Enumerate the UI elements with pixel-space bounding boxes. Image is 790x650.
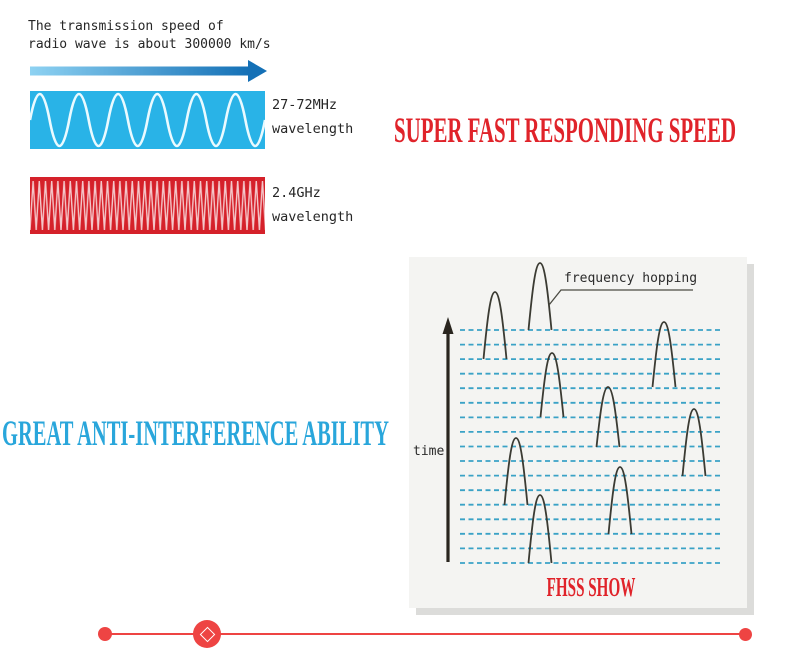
timeline-line <box>105 633 745 635</box>
speed-arrow-graphic <box>30 60 267 82</box>
low-frequency-wave-graphic <box>30 91 265 149</box>
low-frequency-wave-label: 27-72MHz wavelength <box>272 97 354 137</box>
timeline-left-dot <box>98 627 112 641</box>
diamond-marker <box>193 620 221 648</box>
transmission-note: The transmission speed of radio wave is … <box>28 19 271 52</box>
diamond-icon <box>199 626 215 642</box>
timeline-right-dot <box>739 628 752 641</box>
high-frequency-wave-graphic <box>30 177 265 234</box>
fhss-caption: FHSS SHOW <box>546 572 636 602</box>
time-axis-label: time <box>413 444 445 459</box>
frequency-hopping-annotation: frequency hopping <box>564 271 698 286</box>
heading-anti-interference: GREAT ANTI-INTERFERENCE ABILITY <box>2 413 389 453</box>
heading-responding-speed: SUPER FAST RESPONDING SPEED <box>394 110 737 150</box>
fhss-panel: frequency hopping time FHSS SHOW <box>409 257 747 608</box>
fhss-diagram-svg <box>442 262 721 564</box>
high-frequency-wave-label: 2.4GHz wavelength <box>272 185 354 225</box>
